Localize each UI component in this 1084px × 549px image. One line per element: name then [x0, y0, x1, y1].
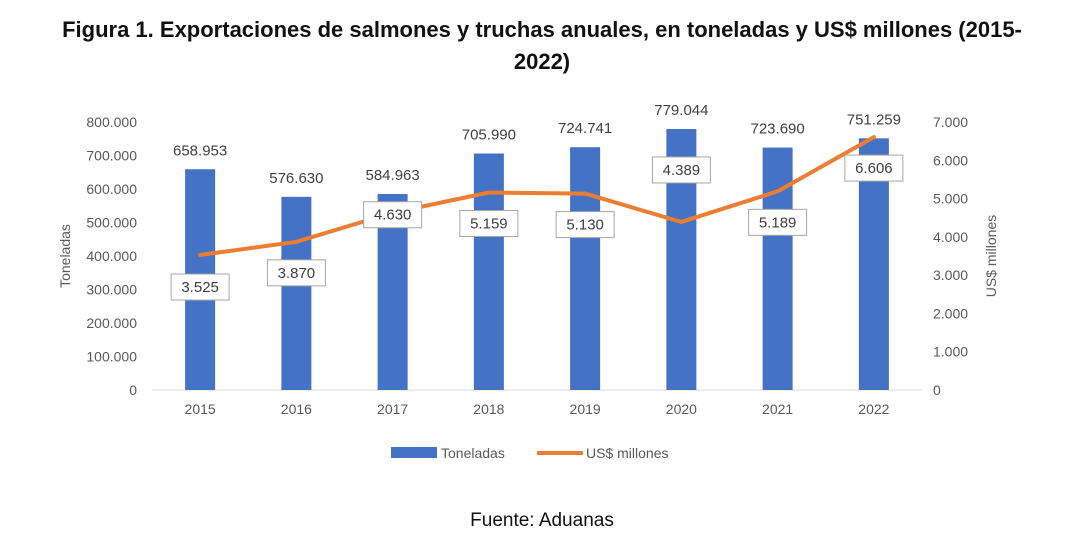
x-tick-label: 2019	[570, 401, 601, 417]
y2-tick-label: 1.000	[933, 344, 968, 360]
chart-title-line2: 2022)	[513, 49, 571, 74]
line-data-label: 3.870	[278, 265, 316, 282]
y-tick-label: 800.000	[86, 114, 137, 130]
y2-tick-label: 7.000	[933, 114, 968, 130]
x-tick-label: 2020	[666, 401, 697, 417]
line-data-label: 4.389	[663, 162, 701, 179]
y-tick-label: 0	[129, 382, 137, 398]
chart-title-line1: Figura 1. Exportaciones de salmones y tr…	[62, 17, 1022, 42]
y2-tick-label: 2.000	[933, 305, 968, 321]
y-axis-title: Toneladas	[57, 224, 73, 288]
bar-data-label: 576.630	[269, 170, 323, 187]
bar	[281, 196, 312, 390]
line-label-box	[844, 154, 904, 182]
x-tick-label: 2021	[762, 401, 793, 417]
series-line-usd	[198, 135, 876, 258]
line-label-box	[459, 209, 519, 237]
bar-data-label: 584.963	[366, 167, 420, 184]
line-data-label: 5.159	[470, 215, 508, 232]
y-tick-label: 100.000	[86, 349, 137, 365]
x-tick-label: 2015	[185, 401, 216, 417]
y2-axis-title: US$ millones	[983, 215, 999, 297]
y-tick-label: 300.000	[86, 282, 137, 298]
y2-tick-label: 3.000	[933, 267, 968, 283]
line-label-box	[748, 208, 808, 236]
line-data-label: 3.525	[181, 279, 219, 296]
y-tick-label: 200.000	[86, 315, 137, 331]
y2-tick-label: 0	[933, 382, 941, 398]
y2-tick-label: 6.000	[933, 152, 968, 168]
y2-tick-label: 4.000	[933, 229, 968, 245]
line-label-box	[555, 211, 615, 239]
line-label-box	[651, 156, 711, 184]
legend-label-line: US$ millones	[586, 445, 668, 461]
y2-tick-label: 5.000	[933, 191, 968, 207]
line-data-label: 5.130	[566, 217, 604, 234]
x-tick-label: 2022	[858, 401, 889, 417]
x-tick-label: 2016	[281, 401, 312, 417]
bar-data-label: 779.044	[654, 102, 708, 119]
bar-data-label: 751.259	[847, 111, 901, 128]
bar-data-label: 724.741	[558, 120, 612, 137]
legend-swatch-bar	[391, 447, 437, 458]
y-tick-label: 700.000	[86, 148, 137, 164]
chart-title: Figura 1. Exportaciones de salmones y tr…	[0, 14, 1084, 78]
line-label-box	[363, 201, 423, 229]
line-label-box	[266, 259, 326, 287]
bar	[570, 147, 601, 390]
bar-data-label: 705.990	[462, 126, 516, 143]
bar-data-label: 723.690	[751, 121, 805, 138]
line-data-label: 5.189	[759, 214, 797, 231]
x-tick-label: 2017	[377, 401, 408, 417]
line-label-box	[170, 273, 230, 301]
line-data-label: 6.606	[855, 160, 893, 177]
source-note: Fuente: Aduanas	[470, 510, 614, 531]
x-tick-label: 2018	[473, 401, 504, 417]
line-data-label: 4.630	[374, 207, 412, 224]
bar	[473, 153, 504, 390]
bar-data-label: 658.953	[173, 142, 227, 159]
y-tick-label: 600.000	[86, 181, 137, 197]
y-tick-label: 400.000	[86, 248, 137, 264]
y-tick-label: 500.000	[86, 215, 137, 231]
legend-label-bar: Toneladas	[441, 445, 505, 461]
combo-chart: 0 100.000 200.000 300.000 400.000 500.000 600.…	[57, 102, 999, 461]
